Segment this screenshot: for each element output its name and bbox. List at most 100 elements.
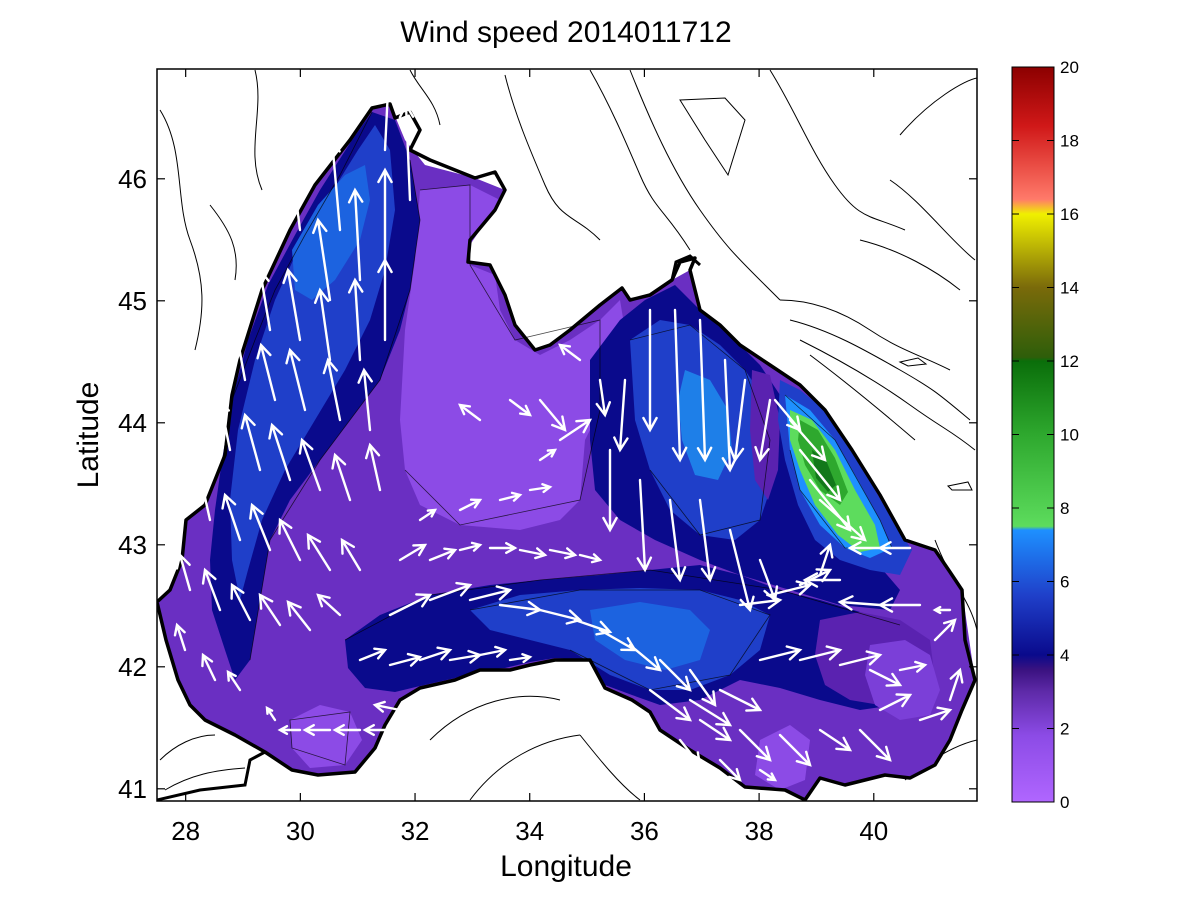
wind-arrow <box>788 418 827 462</box>
wind-arrow <box>278 517 302 562</box>
wind-arrow <box>638 728 667 752</box>
sea-speed-field <box>157 104 975 800</box>
wind-arrow <box>877 541 912 555</box>
wind-arrow <box>932 605 952 615</box>
colorbar-tick-label: 4 <box>1060 646 1069 665</box>
wind-arrow <box>718 758 742 782</box>
x-tick-label: 32 <box>401 816 430 846</box>
wind-arrow <box>362 723 392 737</box>
wind-arrow <box>798 645 843 662</box>
wind-arrow <box>698 498 717 583</box>
wind-arrow <box>613 378 629 453</box>
colorbar: 0 2 4 6 8 10 12 14 16 18 20 <box>1011 58 1079 812</box>
y-tick-label: 44 <box>118 408 147 438</box>
wind-arrow <box>778 733 812 767</box>
wind-arrow <box>933 618 957 642</box>
wind-arrow <box>240 412 262 472</box>
plot-frame <box>156 68 978 802</box>
wind-arrow <box>918 706 953 722</box>
wind-arrow <box>214 397 232 452</box>
wind-arrow <box>458 498 483 512</box>
wind-arrow <box>398 102 415 202</box>
wind-arrow <box>428 581 473 602</box>
sea-blue-east-core <box>678 370 732 480</box>
wind-arrow <box>347 277 364 362</box>
wind-arrow <box>249 502 272 552</box>
wind-arrow <box>358 647 388 662</box>
wind-arrow <box>528 483 553 494</box>
wind-arrow <box>340 537 362 572</box>
sea-light-violet-north <box>400 185 630 530</box>
wind-arrow <box>306 532 332 572</box>
colorbar-tick-label: 8 <box>1060 499 1069 518</box>
wind-arrow <box>696 318 713 463</box>
wind-arrow <box>229 322 247 382</box>
wind-arrow <box>837 595 882 611</box>
wind-arrow <box>377 167 393 262</box>
wind-arrow <box>277 724 302 736</box>
x-axis-label: Longitude <box>500 850 632 883</box>
wind-arrow <box>678 738 702 767</box>
wind-arrow <box>221 492 242 542</box>
wind-arrow <box>688 698 733 727</box>
wind-arrow <box>538 448 558 462</box>
wind-arrow <box>948 667 964 702</box>
wind-arrow <box>798 448 842 502</box>
wind-arrow <box>548 547 578 560</box>
colorbar-tick-label: 0 <box>1060 793 1069 812</box>
wind-arrow <box>868 668 903 687</box>
colorbar-tick-label: 16 <box>1060 205 1079 224</box>
wind-arrow <box>573 618 613 636</box>
wind-arrow <box>538 608 583 625</box>
wind-arrow <box>578 553 603 564</box>
wind-arrow <box>636 478 653 573</box>
land-contours <box>159 69 977 801</box>
y-axis-ticks: 41 42 43 44 45 46 <box>118 164 977 804</box>
wind-arrow <box>508 653 533 664</box>
wind-arrow <box>758 768 778 782</box>
wind-arrow <box>305 77 322 172</box>
wind-arrow <box>518 547 548 560</box>
wind-arrow <box>175 552 192 592</box>
wind-arrow <box>312 217 332 302</box>
chart-title: Wind speed 2014011712 <box>400 16 731 49</box>
x-axis-ticks: 28 30 32 34 36 38 40 <box>171 69 888 846</box>
wind-arrow <box>648 688 692 722</box>
wind-arrow <box>818 498 867 542</box>
colorbar-ticks: 0 2 4 6 8 10 12 14 16 18 20 <box>1012 58 1079 812</box>
wind-arrow <box>372 700 402 713</box>
wind-arrow <box>268 422 292 482</box>
y-axis-label: Latitude <box>72 382 105 489</box>
y-tick-label: 43 <box>118 530 147 560</box>
wind-arrow <box>818 728 853 752</box>
wind-arrow <box>258 592 282 627</box>
x-tick-label: 34 <box>515 816 544 846</box>
wind-arrow <box>332 723 362 737</box>
colorbar-tick-label: 6 <box>1060 573 1069 592</box>
wind-arrow <box>194 472 212 522</box>
wind-arrow <box>357 367 373 432</box>
coastline <box>157 102 977 801</box>
wind-arrow <box>302 723 332 737</box>
wind-arrow <box>347 187 364 282</box>
wind-arrow <box>558 418 593 442</box>
wind-arrow <box>286 600 312 632</box>
wind-arrow <box>688 668 717 708</box>
colorbar-tick-label: 10 <box>1060 426 1079 445</box>
wind-arrow <box>728 528 755 613</box>
wind-arrow <box>256 342 277 402</box>
wind-arrow <box>877 597 922 613</box>
wind-arrow <box>671 308 688 463</box>
wind-vectors <box>173 69 964 782</box>
wind-arrow <box>754 398 772 463</box>
wind-arrow <box>322 357 342 422</box>
wind-arrow <box>201 652 217 682</box>
wind-arrow <box>738 728 772 762</box>
wind-arrow <box>458 541 483 552</box>
y-tick-label: 46 <box>118 164 147 194</box>
wind-arrow <box>226 669 242 692</box>
wind-arrow <box>878 693 913 712</box>
x-tick-label: 36 <box>630 816 659 846</box>
wind-arrow <box>428 547 458 562</box>
